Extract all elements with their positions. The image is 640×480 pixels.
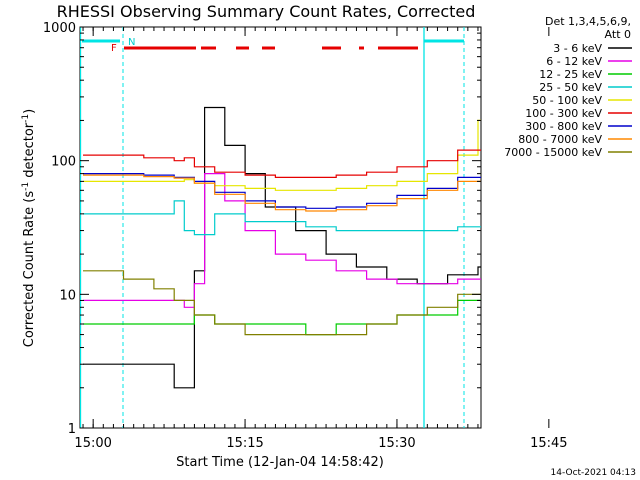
series-line-12-25-kev — [83, 299, 481, 336]
legend-label-300-800-kev: 300 - 800 keV — [525, 120, 602, 133]
legend-label-6-12-kev: 6 - 12 keV — [546, 55, 602, 68]
series-line-25-50-kev — [83, 200, 481, 236]
y-axis-label: Corrected Count Rate (s-1 detector-1) — [21, 109, 37, 347]
legend-label-25-50-kev: 25 - 50 keV — [539, 81, 602, 94]
legend-header-line-2: Att 0 — [605, 28, 631, 41]
flag-f-label: F — [111, 43, 117, 54]
series-line-50-100-kev — [83, 119, 481, 191]
y-axis: 1 10 100 1000 — [43, 21, 481, 437]
x-tick-label-15-30: 15:30 — [378, 436, 415, 451]
chart-title: RHESSI Observing Summary Count Rates, Co… — [57, 2, 476, 21]
x-tick-label-15-15: 15:15 — [226, 436, 263, 451]
x-axis-label: Start Time (12-Jan-04 14:58:42) — [176, 455, 384, 470]
legend-label-100-300-kev: 100 - 300 keV — [525, 107, 602, 120]
y-tick-label-1000: 1000 — [43, 21, 76, 36]
plot-frame — [79, 26, 482, 429]
x-tick-label-15-00: 15:00 — [74, 436, 111, 451]
timestamp: 14-Oct-2021 04:13 — [551, 468, 636, 478]
series-layer — [83, 106, 481, 389]
series-line-7000-15000-kev — [83, 270, 481, 336]
series-line-300-800-kev — [83, 173, 481, 209]
series-line-800-7000-kev — [83, 174, 481, 212]
legend-label-3-6-kev: 3 - 6 keV — [553, 42, 602, 55]
y-tick-label-10: 10 — [59, 288, 76, 303]
legend-label-12-25-kev: 12 - 25 keV — [539, 68, 602, 81]
flag-n-label: N — [128, 37, 135, 48]
legend-label-800-7000-kev: 800 - 7000 keV — [518, 133, 602, 146]
series-line-6-12-kev — [83, 173, 481, 308]
legend-header-line-1: Det 1,3,4,5,6,9, — [545, 15, 631, 28]
observing-gates — [80, 27, 465, 428]
y-tick-label-100: 100 — [51, 155, 76, 170]
x-tick-label-15-45: 15:45 — [530, 436, 567, 451]
series-line-100-300-kev — [83, 149, 481, 178]
legend-label-7000-15000-kev: 7000 - 15000 keV — [504, 146, 602, 159]
y-tick-label-1: 1 — [68, 422, 76, 437]
plot-area: F N 15:0015:1515:3015:4516:0016:1516:30 … — [43, 21, 568, 451]
legend-label-50-100-kev: 50 - 100 keV — [532, 94, 602, 107]
